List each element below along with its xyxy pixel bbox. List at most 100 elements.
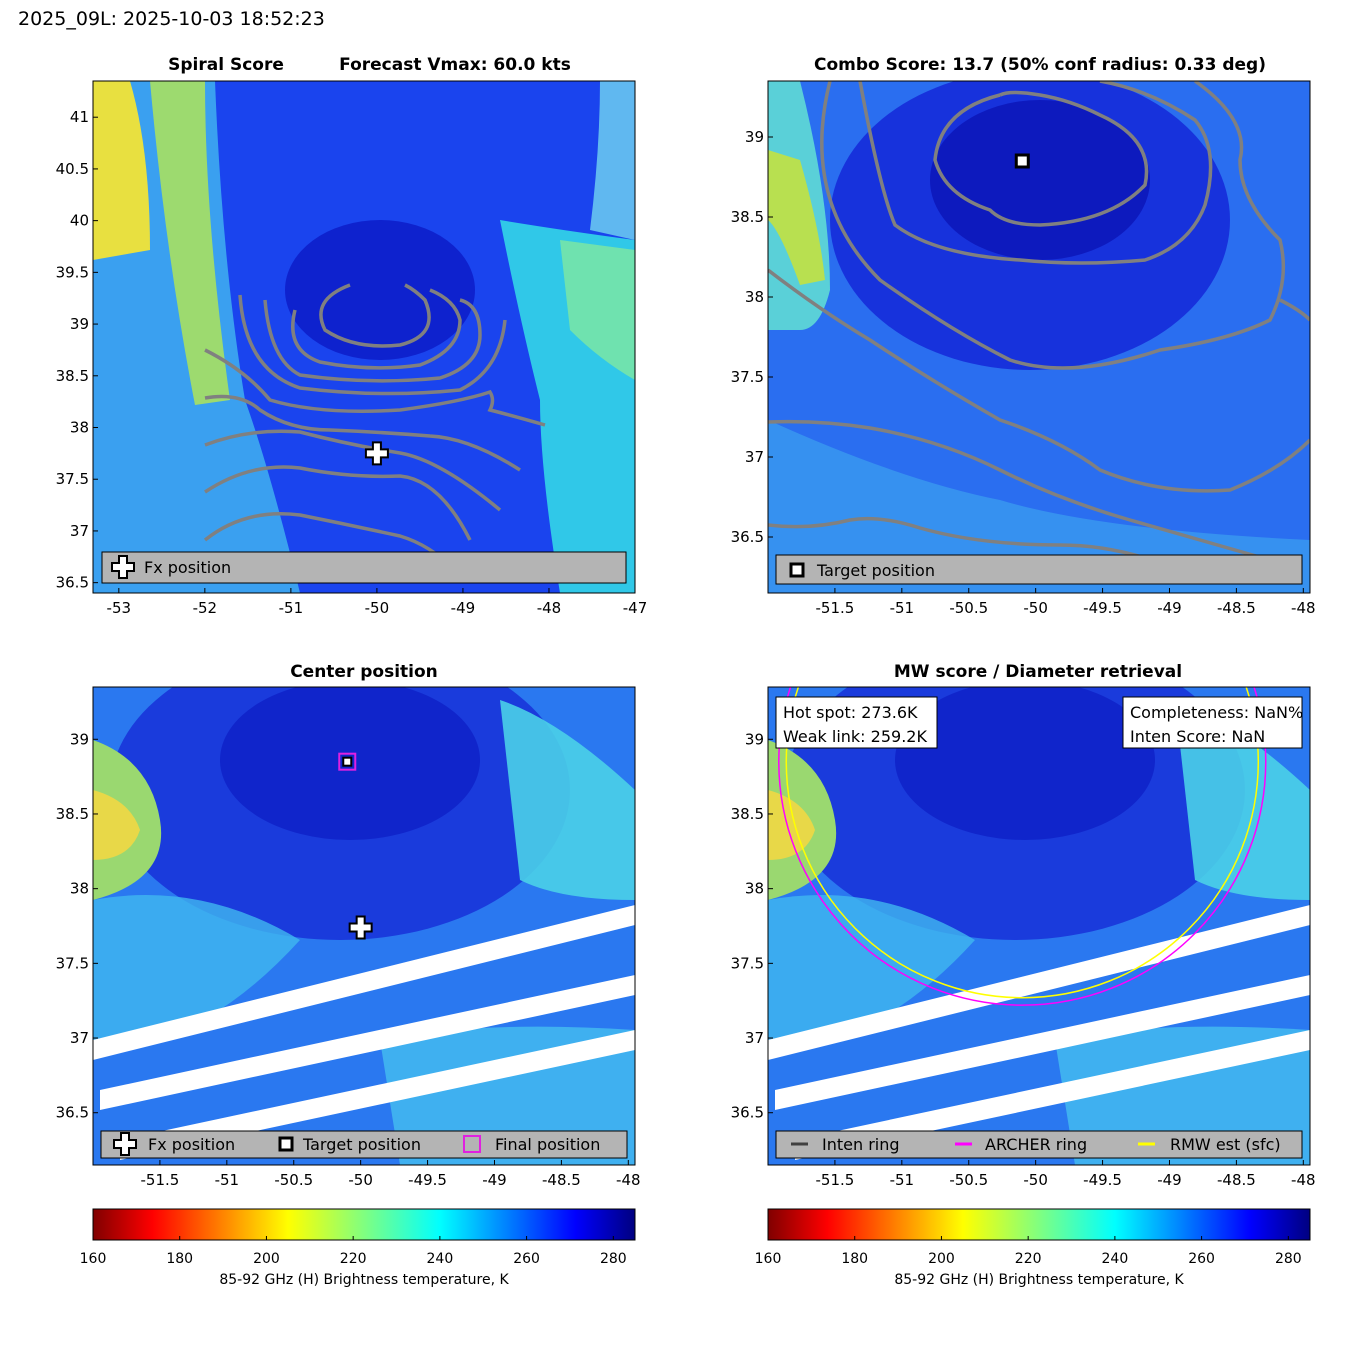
x-tick-label: -50: [348, 1171, 373, 1189]
spiral-title-left: Spiral Score: [168, 55, 284, 75]
center-cyan-right: [500, 700, 635, 900]
mw-info-left: Hot spot: 273.6K Weak link: 259.2K: [775, 696, 938, 749]
spiral-upper-right-region: [590, 81, 635, 240]
x-tick-label: -50.5: [274, 1171, 313, 1189]
mw-legend: Inten ring ARCHER ring RMW est (sfc): [775, 1130, 1303, 1159]
x-tick-label: -48: [1291, 599, 1316, 617]
archer-ring: [778, 687, 1267, 1006]
completeness-text: Completeness: NaN%: [1130, 703, 1303, 722]
center-y-tick-labels: 36.5 37 37.5 38 38.5 39: [56, 730, 89, 1121]
y-tick-label: 38.5: [731, 805, 764, 823]
legend-target-label: Target position: [302, 1135, 421, 1154]
spiral-yellow-band: [93, 81, 230, 405]
x-tick-label: -51.5: [816, 599, 855, 617]
y-tick-label: 36.5: [56, 1104, 89, 1122]
x-tick-label: -50: [365, 599, 390, 617]
y-tick-label: 37: [745, 1029, 764, 1047]
spiral-cold-core: [285, 220, 475, 360]
legend-inten-label: Inten ring: [822, 1135, 900, 1154]
x-tick-label: -50: [1023, 599, 1048, 617]
legend-target-label: Target position: [816, 561, 935, 580]
x-tick-label: -52: [193, 599, 218, 617]
colorbar-label: 85-92 GHz (H) Brightness temperature, K: [894, 1272, 1184, 1288]
colorbar-tick-label: 160: [755, 1251, 782, 1267]
y-tick-label: 36.5: [731, 1104, 764, 1122]
spiral-title-right: Forecast Vmax: 60.0 kts: [339, 55, 571, 75]
y-tick-label: 39: [70, 730, 89, 748]
colorbar-tick-labels: 160 180 200 220 240 260 280: [755, 1251, 1302, 1267]
y-tick-label: 37: [745, 448, 764, 466]
legend-final-label: Final position: [495, 1135, 600, 1154]
y-tick-label: 39.5: [56, 263, 89, 281]
spiral-markers: [364, 441, 389, 466]
center-swath-gaps: [93, 905, 635, 1160]
legend-box: [100, 1130, 628, 1159]
inten-score-text: Inten Score: NaN: [1130, 727, 1265, 746]
x-tick-label: -49: [451, 599, 476, 617]
colorbar-tick-label: 200: [928, 1251, 955, 1267]
x-tick-label: -50: [1023, 1171, 1048, 1189]
legend-archer-label: ARCHER ring: [985, 1135, 1087, 1154]
colorbar-ticks: [92, 1236, 614, 1240]
colorbar-tick-label: 240: [1102, 1251, 1129, 1267]
colorbar-right: 160 180 200 220 240 260 280 85-92 GHz (H…: [755, 1208, 1311, 1288]
y-tick-label: 37.5: [56, 954, 89, 972]
spiral-axes-box: [92, 80, 636, 594]
center-position-panel: Center position 36.5 37 37.5 38 38.5: [56, 662, 641, 1189]
mw-x-tick-labels: -51.5 -51 -50.5 -50 -49.5 -49 -48.5 -48: [816, 1171, 1316, 1189]
colorbar-tick-label: 280: [1275, 1251, 1302, 1267]
x-tick-label: -49: [482, 1171, 507, 1189]
hot-spot-text: Hot spot: 273.6K: [783, 703, 918, 722]
x-tick-label: -48: [616, 1171, 641, 1189]
x-tick-label: -51: [279, 599, 304, 617]
y-tick-label: 39: [70, 315, 89, 333]
combo-x-tick-labels: -51.5 -51 -50.5 -50 -49.5 -49 -48.5 -48: [816, 599, 1316, 617]
combo-ticks: [768, 136, 1304, 593]
rmw-ring: [785, 687, 1259, 999]
target-legend-icon: [789, 562, 805, 578]
x-tick-label: -50.5: [949, 1171, 988, 1189]
combo-cold-center: [930, 100, 1150, 260]
y-tick-label: 41: [70, 108, 89, 126]
x-tick-label: -49: [1157, 1171, 1182, 1189]
colorbar-tick-label: 240: [427, 1251, 454, 1267]
center-axes-box: [92, 686, 636, 1166]
x-tick-label: -48.5: [1217, 1171, 1256, 1189]
fx-legend-icon: [111, 555, 135, 579]
target-position-marker: [1014, 153, 1030, 169]
y-tick-label: 40.5: [56, 160, 89, 178]
y-tick-label: 38.5: [56, 367, 89, 385]
mw-cyan-left: [768, 895, 975, 1050]
mw-y-tick-labels: 36.5 37 37.5 38 38.5 39: [731, 730, 764, 1121]
colorbar-tick-labels: 160 180 200 220 240 260 280: [80, 1251, 627, 1267]
spiral-yellow-core: [93, 81, 150, 260]
y-tick-label: 39: [745, 128, 764, 146]
y-tick-label: 37.5: [731, 954, 764, 972]
y-tick-label: 37.5: [56, 470, 89, 488]
combo-score-panel: Combo Score: 13.7 (50% conf radius: 0.33…: [731, 55, 1316, 617]
spiral-score-panel: Spiral Score Forecast Vmax: 60.0 kts: [56, 55, 648, 617]
center-ticks: [93, 738, 629, 1165]
colorbar-tick-label: 220: [340, 1251, 367, 1267]
center-title: Center position: [290, 662, 438, 682]
x-tick-label: -51.5: [816, 1171, 855, 1189]
weak-link-text: Weak link: 259.2K: [783, 727, 927, 746]
center-cyan-left: [93, 895, 300, 1050]
mw-yellow-spot: [768, 790, 815, 860]
x-tick-label: -49: [1157, 599, 1182, 617]
mw-axes-box: [767, 686, 1311, 1166]
colorbar-tick-label: 260: [513, 1251, 540, 1267]
y-tick-label: 36.5: [56, 574, 89, 592]
combo-contours: [768, 81, 1310, 582]
center-x-tick-labels: -51.5 -51 -50.5 -50 -49.5 -49 -48.5 -48: [141, 1171, 641, 1189]
page-title: 2025_09L: 2025-10-03 18:52:23: [18, 8, 325, 30]
colorbar-tick-label: 160: [80, 1251, 107, 1267]
y-tick-label: 38: [745, 880, 764, 898]
colorbar-gradient: [92, 1208, 636, 1241]
fx-position-marker: [364, 441, 389, 466]
colorbar-ticks: [767, 1236, 1289, 1240]
colorbar-tick-label: 180: [166, 1251, 193, 1267]
x-tick-label: -48.5: [542, 1171, 581, 1189]
x-tick-label: -49.5: [408, 1171, 447, 1189]
